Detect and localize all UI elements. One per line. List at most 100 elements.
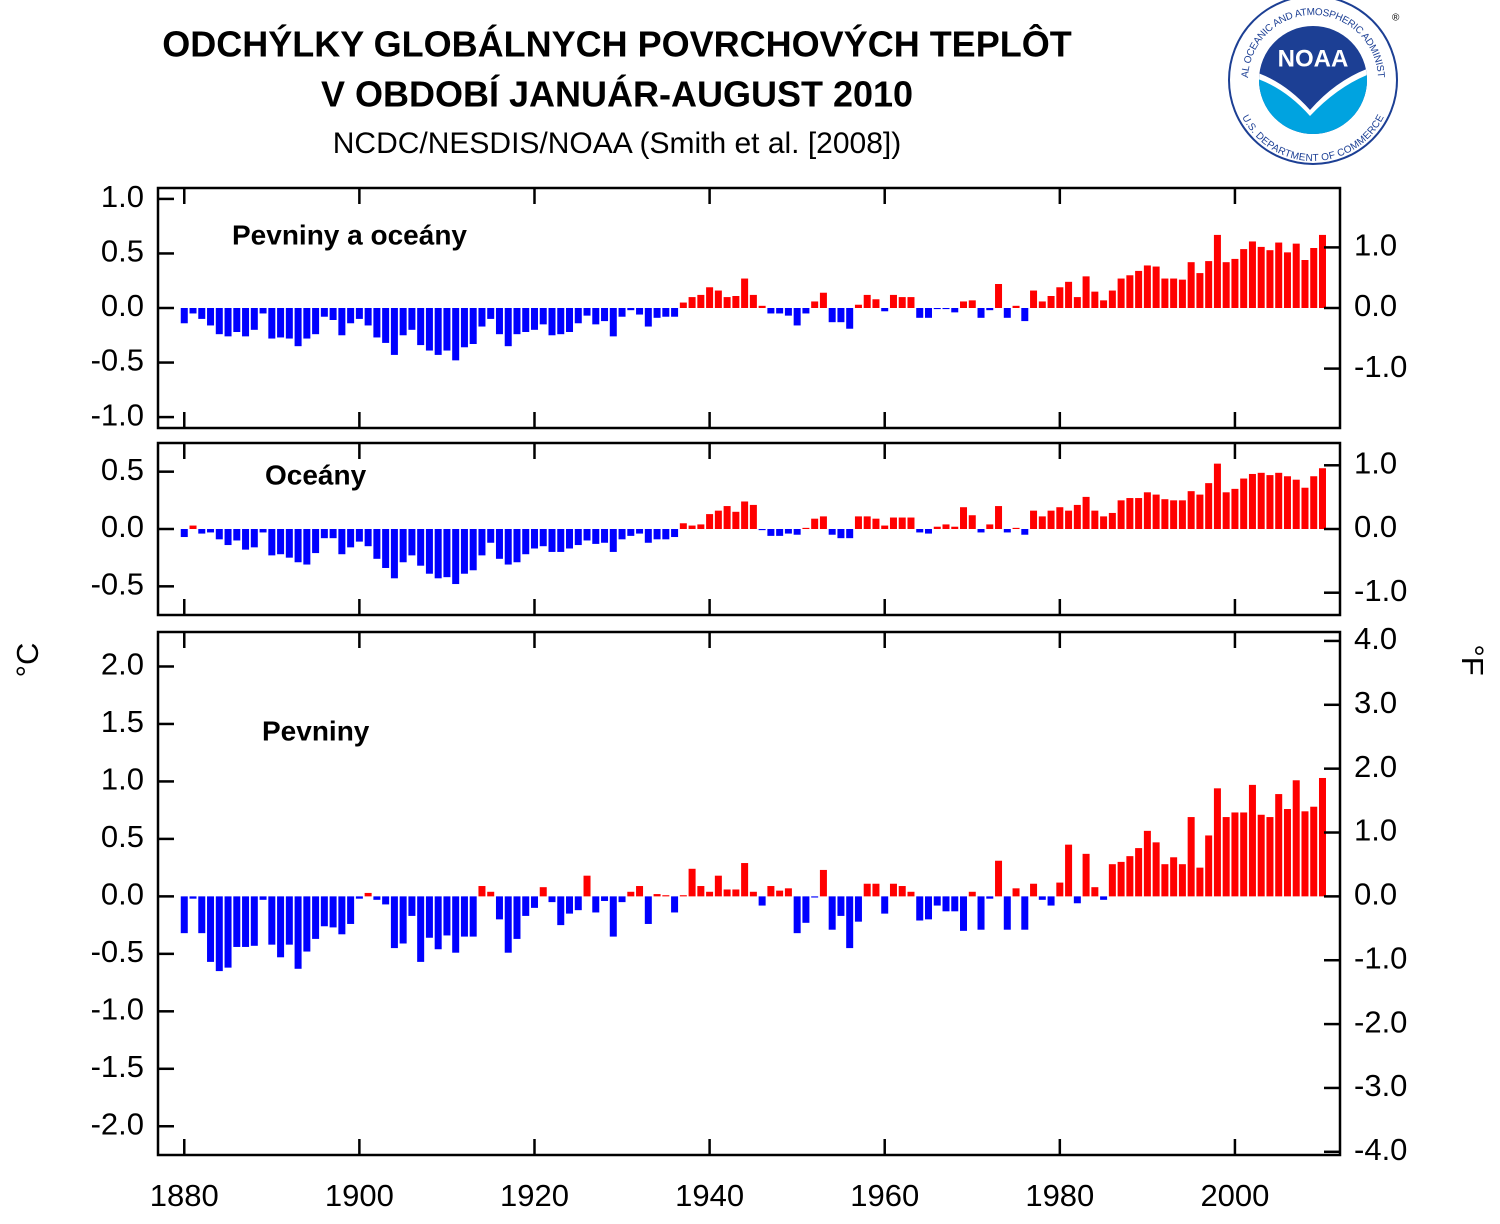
subtitle: NCDC/NESDIS/NOAA (Smith et al. [2008]) bbox=[333, 127, 902, 160]
bar bbox=[732, 889, 740, 897]
bar bbox=[198, 529, 206, 534]
bar bbox=[1248, 241, 1256, 308]
bar bbox=[1065, 510, 1073, 529]
bar bbox=[320, 308, 328, 317]
bar bbox=[408, 529, 416, 556]
bar bbox=[425, 529, 433, 574]
bar bbox=[679, 895, 687, 897]
y-tick-label: 1.5 bbox=[101, 704, 144, 739]
bar bbox=[1310, 806, 1318, 897]
bar bbox=[1205, 261, 1213, 308]
bar bbox=[329, 896, 337, 928]
bar bbox=[1257, 472, 1265, 529]
bar bbox=[1196, 867, 1204, 897]
bar bbox=[601, 529, 609, 543]
bar bbox=[530, 308, 538, 330]
bar bbox=[539, 887, 547, 897]
bar bbox=[706, 287, 714, 308]
bar bbox=[417, 529, 425, 566]
y-tick-label: -1.0 bbox=[91, 397, 144, 432]
bar bbox=[767, 529, 775, 536]
x-tick-label: 1960 bbox=[850, 1178, 919, 1213]
bar bbox=[215, 896, 223, 972]
bar bbox=[233, 896, 241, 947]
bar bbox=[627, 891, 635, 897]
y-tick-label: -0.5 bbox=[91, 343, 144, 378]
bar bbox=[1038, 516, 1046, 529]
bar bbox=[1030, 510, 1038, 529]
bar bbox=[513, 308, 521, 335]
bar bbox=[872, 299, 880, 308]
bar bbox=[530, 529, 538, 549]
bar bbox=[714, 875, 722, 897]
y-tick-label: 0.0 bbox=[101, 877, 144, 912]
bar bbox=[1283, 476, 1291, 529]
y-tick-label: 0.0 bbox=[101, 509, 144, 544]
bar bbox=[215, 529, 223, 540]
bar bbox=[1161, 864, 1169, 897]
bar bbox=[539, 529, 547, 547]
bar bbox=[1248, 784, 1256, 897]
bar bbox=[408, 896, 416, 916]
bar bbox=[697, 524, 705, 529]
bar bbox=[627, 308, 635, 311]
bar bbox=[854, 896, 862, 922]
bar bbox=[793, 896, 801, 934]
bar bbox=[320, 896, 328, 927]
bar bbox=[898, 517, 906, 529]
bar bbox=[574, 308, 582, 324]
bar bbox=[1047, 510, 1055, 529]
bar bbox=[968, 515, 976, 529]
bar bbox=[644, 529, 652, 543]
x-tick-label: 1880 bbox=[150, 1178, 219, 1213]
bar bbox=[951, 896, 959, 912]
y-tick-label: 2.0 bbox=[101, 647, 144, 682]
bar bbox=[1012, 527, 1020, 529]
bar bbox=[522, 529, 530, 555]
bar bbox=[706, 514, 714, 529]
bar bbox=[1301, 811, 1309, 897]
panel-label: Pevniny bbox=[262, 715, 370, 746]
bar bbox=[1038, 301, 1046, 308]
bar bbox=[487, 529, 495, 543]
bar bbox=[373, 529, 381, 559]
bar bbox=[557, 308, 565, 335]
bar bbox=[443, 896, 451, 936]
bar bbox=[487, 891, 495, 897]
bar bbox=[382, 896, 390, 905]
bar bbox=[1091, 291, 1099, 308]
bar bbox=[233, 529, 241, 541]
y2-tick-label: 0.0 bbox=[1354, 877, 1397, 912]
bar bbox=[338, 308, 346, 336]
bar bbox=[277, 896, 285, 958]
bar bbox=[1275, 472, 1283, 529]
bar bbox=[749, 294, 757, 308]
bar bbox=[215, 308, 223, 335]
bar bbox=[198, 308, 206, 319]
bar bbox=[1030, 883, 1038, 897]
bar bbox=[583, 529, 591, 541]
y2-tick-label: 4.0 bbox=[1354, 621, 1397, 656]
bar bbox=[443, 308, 451, 351]
bar bbox=[889, 883, 897, 897]
bar bbox=[294, 896, 302, 969]
logo-bird bbox=[1259, 66, 1367, 116]
bar bbox=[662, 895, 670, 897]
bar bbox=[303, 308, 311, 339]
bar bbox=[592, 529, 600, 544]
bar bbox=[1038, 896, 1046, 900]
bar bbox=[1231, 812, 1239, 897]
bar bbox=[242, 308, 250, 337]
bar bbox=[986, 308, 994, 311]
bar bbox=[417, 308, 425, 346]
bar bbox=[793, 529, 801, 535]
bar bbox=[294, 308, 302, 347]
bar bbox=[469, 896, 477, 937]
bar bbox=[819, 292, 827, 308]
bar bbox=[960, 896, 968, 931]
bar bbox=[636, 529, 644, 534]
bar bbox=[644, 308, 652, 327]
y-tick-label: 0.0 bbox=[101, 288, 144, 323]
bar bbox=[495, 896, 503, 920]
bar bbox=[1213, 234, 1221, 308]
